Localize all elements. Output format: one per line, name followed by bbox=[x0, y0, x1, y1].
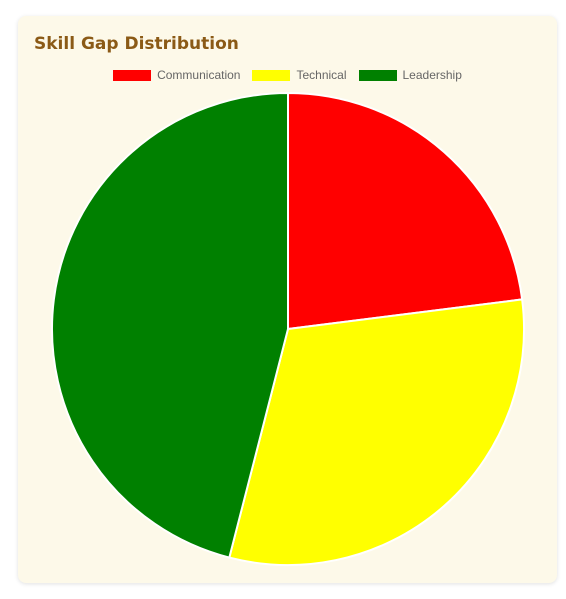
pie-slice-technical[interactable] bbox=[228, 298, 525, 566]
legend-swatch-leadership bbox=[358, 69, 397, 81]
legend-label-communication: Communication bbox=[157, 68, 241, 82]
pie-chart bbox=[51, 91, 525, 566]
legend-item-technical[interactable]: Technical bbox=[252, 68, 347, 82]
chart-title: Skill Gap Distribution bbox=[34, 34, 239, 54]
chart-legend: Communication Technical Leadership bbox=[18, 68, 557, 82]
legend-label-technical: Technical bbox=[296, 68, 347, 82]
pie-slices bbox=[51, 91, 525, 566]
legend-swatch-communication bbox=[113, 69, 152, 81]
pie-slice-communication[interactable] bbox=[287, 91, 524, 331]
chart-card: Skill Gap Distribution Communication Tec… bbox=[18, 16, 557, 583]
legend-label-leadership: Leadership bbox=[402, 68, 462, 82]
legend-item-communication[interactable]: Communication bbox=[113, 68, 240, 82]
pie-slice-leadership[interactable] bbox=[51, 91, 289, 559]
legend-swatch-technical bbox=[252, 69, 291, 81]
legend-item-leadership[interactable]: Leadership bbox=[358, 68, 462, 82]
